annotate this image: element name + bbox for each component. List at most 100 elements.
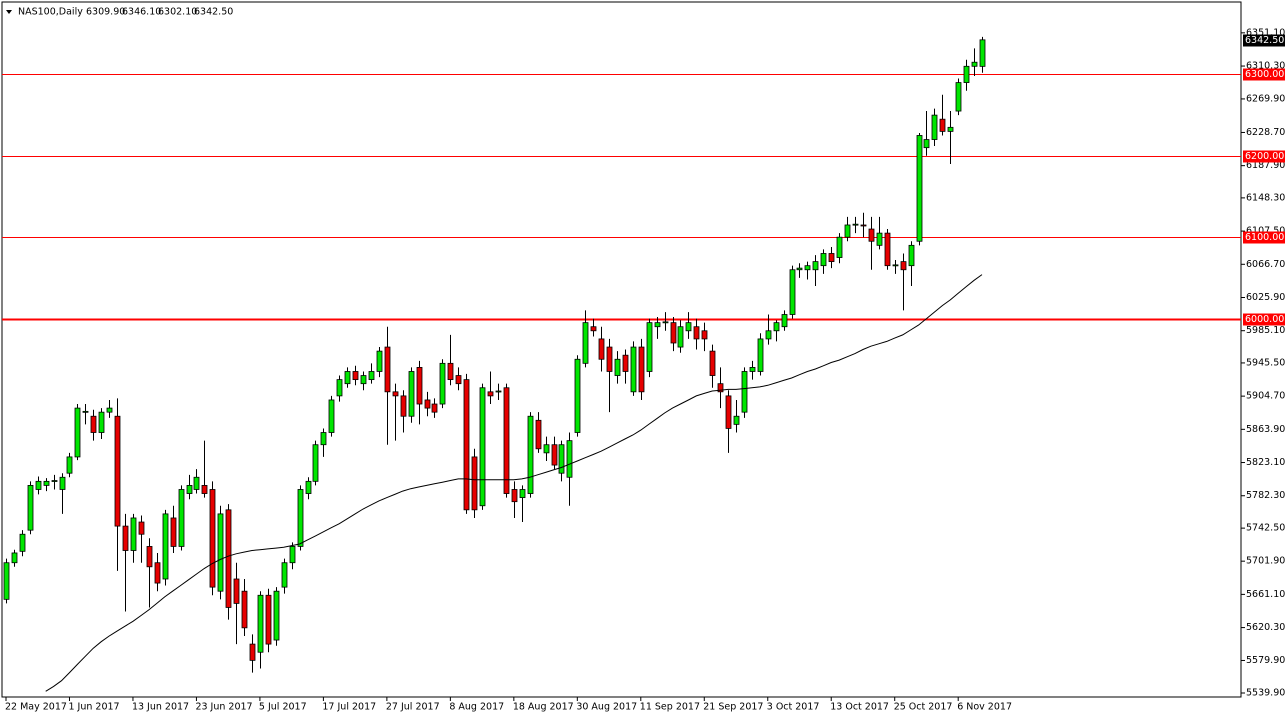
candle-body	[320, 432, 327, 446]
candle-body	[916, 135, 923, 242]
candle-body	[709, 350, 716, 376]
candle-body	[146, 546, 153, 568]
candle-body	[693, 326, 700, 340]
y-tick-label: 5823.10	[1246, 457, 1285, 468]
candle-body	[543, 444, 550, 454]
candle-body	[66, 456, 73, 474]
x-tick-label: 3 Oct 2017	[767, 702, 820, 713]
candle-body	[114, 415, 121, 527]
candle-body	[852, 223, 859, 226]
candle-body	[812, 261, 819, 271]
candle-body	[35, 480, 42, 490]
y-tick-label: 6025.90	[1246, 292, 1285, 303]
candle-body	[74, 407, 81, 458]
candle-body	[297, 489, 304, 547]
y-tick-label: 6066.70	[1246, 259, 1285, 270]
candle-body	[416, 367, 423, 405]
candle-body	[400, 395, 407, 417]
candle-body	[757, 338, 764, 372]
candle-body	[392, 391, 399, 397]
level-label: 6000.00	[1245, 314, 1284, 325]
x-tick-label: 23 Jun 2017	[195, 702, 252, 713]
candle-body	[503, 387, 510, 494]
candle-body	[796, 267, 803, 271]
header-open: 6309.90	[86, 7, 125, 18]
y-tick-label: 6148.30	[1246, 192, 1285, 203]
candle-body	[931, 114, 938, 140]
x-tick-label: 8 Aug 2017	[449, 702, 504, 713]
candle-body	[193, 476, 200, 490]
plot-frame	[1, 1, 1242, 698]
candle-body	[368, 371, 375, 381]
candle-body	[963, 65, 970, 83]
x-tick-label: 6 Nov 2017	[957, 702, 1012, 713]
y-tick-label: 5742.50	[1246, 523, 1285, 534]
candle-body	[336, 379, 343, 397]
candle-body	[923, 139, 930, 149]
y-tick-label: 6310.30	[1246, 61, 1285, 72]
candle-body	[765, 330, 772, 340]
candle-body	[773, 322, 780, 332]
candle-body	[670, 322, 677, 344]
candle-body	[162, 513, 169, 580]
candle-body	[360, 375, 367, 385]
level-label-box	[1243, 231, 1285, 244]
level-label-box	[1243, 68, 1285, 81]
candle-body	[495, 390, 502, 393]
candle-body	[106, 407, 113, 413]
candle-body	[725, 395, 732, 429]
y-tick-label: 5904.70	[1246, 391, 1285, 402]
candle-body	[487, 391, 494, 397]
candle-body	[971, 61, 978, 67]
candle-body	[844, 224, 851, 238]
candle-body	[90, 415, 97, 433]
candle-body	[574, 358, 581, 433]
candle-body	[463, 379, 470, 511]
candle-body	[551, 444, 558, 466]
candle-body	[225, 509, 232, 608]
current-price-box	[1243, 34, 1285, 47]
candle-body	[455, 375, 462, 385]
header-close: 6342.50	[194, 7, 233, 18]
candle-body	[630, 346, 637, 393]
x-tick-label: 30 Aug 2017	[576, 702, 637, 713]
candle-body	[312, 444, 319, 482]
candle-body	[249, 643, 256, 661]
candle-body	[527, 415, 534, 494]
candle-body	[868, 228, 875, 242]
candle-body	[59, 476, 66, 490]
candle-body	[828, 253, 835, 263]
candle-body	[170, 517, 177, 547]
candle-body	[424, 399, 431, 409]
y-tick-label: 5985.10	[1246, 325, 1285, 336]
candle-body	[328, 399, 335, 433]
candle-body	[344, 371, 351, 385]
candle-body	[273, 590, 280, 641]
current-price-label: 6342.50	[1245, 35, 1284, 46]
header-high: 6346.10	[122, 7, 161, 18]
candle-body	[447, 362, 454, 381]
candle-body	[186, 485, 193, 494]
candle-body	[566, 440, 573, 478]
x-tick-label: 5 Jul 2017	[259, 702, 307, 713]
candle-body	[598, 338, 605, 360]
candle-body	[804, 265, 811, 271]
candle-body	[892, 264, 899, 267]
candle-body	[654, 322, 661, 328]
candle-body	[781, 314, 788, 328]
candle-body	[27, 485, 34, 531]
candle-body	[51, 480, 58, 482]
candle-body	[130, 517, 137, 551]
candle-body	[3, 562, 10, 600]
x-tick-label: 11 Sep 2017	[640, 702, 700, 713]
candle-body	[511, 489, 518, 503]
menu-arrow	[6, 10, 12, 14]
candle-body	[749, 367, 756, 372]
candle-body	[281, 562, 288, 588]
x-tick-label: 22 May 2017	[5, 702, 67, 713]
candle-body	[19, 533, 26, 552]
candle-body	[947, 126, 954, 132]
candle-body	[352, 371, 359, 381]
